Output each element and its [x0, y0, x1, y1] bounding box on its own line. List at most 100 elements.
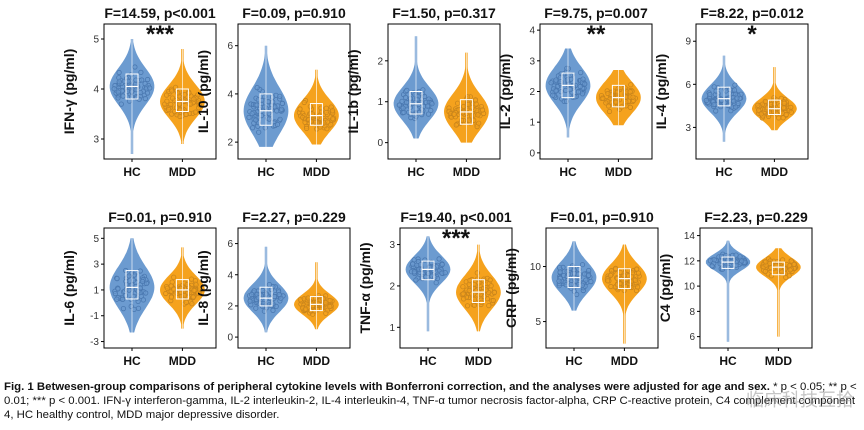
data-point [718, 104, 724, 110]
data-point [126, 287, 132, 293]
y-tick-label: 12 [684, 256, 696, 267]
panel-7: F=2.27, p=0.229 IL-8 (pg/ml) 0 2 4 6 HC MDD [195, 209, 351, 368]
data-point [490, 297, 496, 304]
data-point [183, 111, 189, 118]
data-point [253, 305, 259, 311]
x-tick-label: HC [257, 354, 275, 368]
data-point [622, 283, 629, 290]
y-tick-label: 6 [685, 80, 691, 91]
stat-label: F=8.22, p=0.012 [700, 5, 804, 21]
data-point [733, 104, 739, 110]
data-point [118, 101, 124, 107]
data-point [735, 100, 741, 107]
y-tick-label: 0 [529, 148, 535, 159]
x-tick-label: HC [559, 165, 577, 179]
data-point [316, 293, 322, 299]
data-point [260, 287, 266, 294]
violin-group-mdd [602, 244, 647, 344]
violin-group-hc [243, 45, 289, 147]
data-point [404, 87, 410, 94]
data-point [553, 88, 559, 94]
data-point [142, 96, 148, 102]
y-tick-label: 8 [689, 307, 695, 318]
violin-group-hc [545, 48, 591, 138]
data-point [778, 95, 784, 101]
data-point [556, 265, 563, 271]
data-point [424, 103, 431, 109]
data-point [607, 272, 614, 278]
data-point [308, 118, 314, 125]
iqr-box [717, 86, 731, 107]
stat-label: F=2.27, p=0.229 [242, 209, 346, 225]
data-point [575, 89, 582, 95]
data-point [711, 257, 717, 263]
data-point [139, 77, 145, 83]
data-point [168, 101, 174, 108]
data-point [466, 287, 472, 294]
data-point [143, 290, 149, 296]
y-axis-label: IL-10 (pg/ml) [195, 50, 211, 133]
data-point [254, 102, 260, 108]
y-tick-label: -3 [90, 337, 99, 348]
data-point [567, 87, 573, 93]
data-point [328, 122, 334, 128]
data-point [475, 112, 481, 118]
data-point [613, 265, 619, 272]
data-point [269, 94, 276, 100]
data-point [428, 107, 434, 114]
iqr-box [767, 99, 781, 115]
data-point [410, 261, 416, 267]
panel-8: F=19.40, p<0.001 TNF-α (pg/ml) 1 2 3 HC MDD *** [357, 209, 513, 368]
data-point [305, 295, 311, 301]
data-point [788, 109, 794, 115]
data-point [190, 294, 196, 300]
plot-frame [399, 227, 513, 349]
significance-stars: ** [587, 21, 606, 48]
plot-frame [103, 23, 217, 160]
x-tick-label: MDD [611, 354, 639, 368]
data-point [719, 266, 726, 272]
iqr-box [409, 91, 423, 115]
data-point [166, 107, 172, 113]
data-point [144, 90, 151, 96]
data-point [635, 270, 642, 276]
data-point [271, 293, 277, 300]
data-point [600, 95, 606, 102]
y-tick-label: 1 [377, 97, 383, 108]
data-point [115, 286, 121, 292]
y-axis-label: IL-1b (pg/ml) [345, 50, 361, 134]
data-point [553, 77, 559, 83]
data-point [550, 92, 556, 98]
data-point [120, 305, 127, 312]
violin-group-hc [701, 55, 747, 142]
data-point [126, 98, 133, 104]
y-tick-label: 1 [93, 285, 99, 296]
data-point [177, 113, 183, 120]
data-point [329, 108, 336, 114]
data-point [318, 302, 325, 308]
data-point [709, 263, 715, 269]
data-point [116, 75, 122, 81]
data-point [421, 93, 428, 100]
y-tick-label: 5 [535, 317, 541, 328]
data-point [634, 284, 641, 290]
data-point [578, 70, 584, 76]
data-point [192, 109, 198, 115]
data-point [278, 106, 285, 112]
data-point [195, 290, 201, 296]
data-point [783, 111, 789, 118]
data-point [120, 296, 126, 302]
data-point [303, 125, 310, 131]
caption-title: Fig. 1 Betwesen-group comparisons of per… [4, 381, 770, 393]
data-point [730, 98, 737, 104]
y-tick-label: 6 [227, 239, 233, 250]
data-point [739, 258, 745, 264]
data-point [442, 270, 448, 276]
y-tick-label: 14 [684, 231, 696, 242]
data-point [273, 303, 279, 309]
data-point [191, 287, 197, 293]
data-point [577, 83, 583, 90]
violin-group-mdd [160, 49, 205, 144]
data-point [270, 99, 276, 105]
data-point [168, 283, 174, 289]
